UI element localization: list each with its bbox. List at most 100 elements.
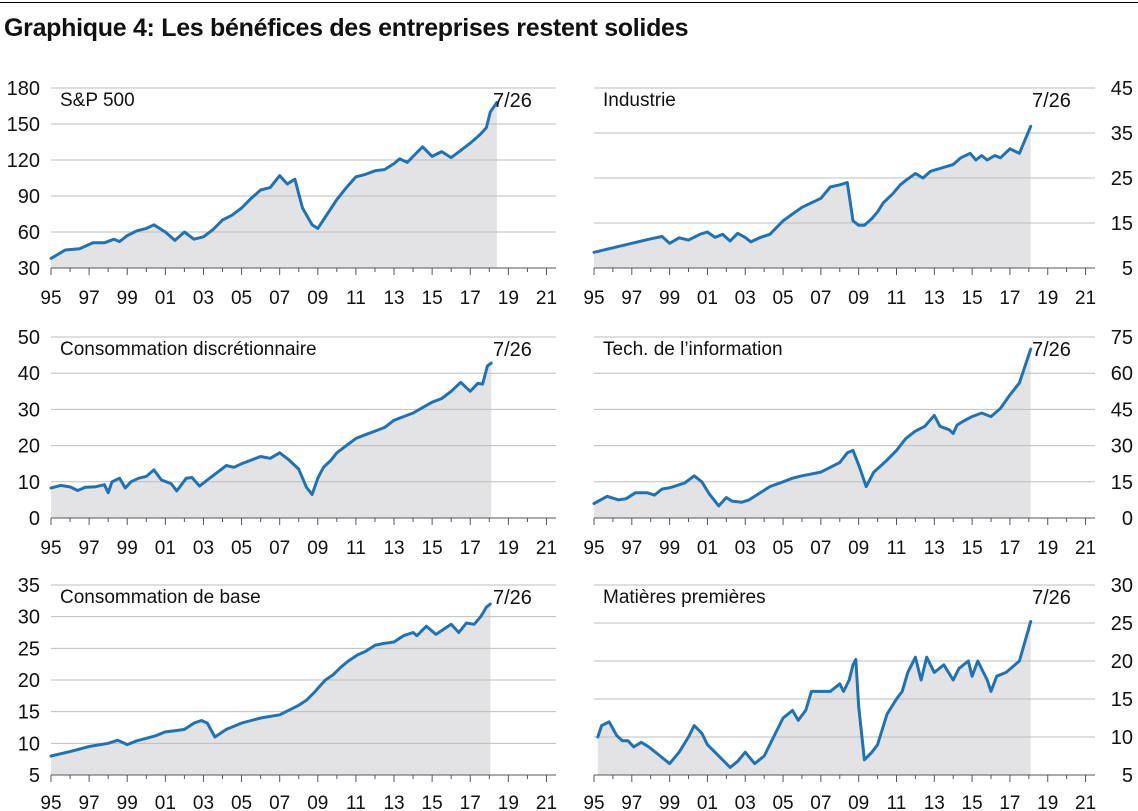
x-tick-label: 19 [498,538,519,559]
x-tick-label: 97 [79,538,100,559]
x-tick-label: 01 [697,538,718,559]
x-tick-label: 21 [536,288,557,309]
y-tick-label: 30 [1111,436,1133,458]
x-tick-label: 99 [117,793,138,811]
y-tick-label: 5 [1122,258,1133,280]
y-tick-label: 25 [18,638,40,660]
series-line [49,361,493,496]
x-tick-label: 11 [887,288,907,309]
x-tick-label: 99 [659,288,680,309]
y-tick-label: 30 [18,399,40,421]
y-tick-label: 5 [29,765,40,787]
x-tick-label: 95 [583,538,604,559]
chart-title: Industrie [603,90,676,111]
chart-consommation-de-base: 95 97 99 01 03 05 07 09 11 13 15 17 19 21 5 10 15 20 25 30 3… [18,575,557,811]
x-tick-label: 21 [1075,793,1096,811]
x-tick-label: 03 [735,793,756,811]
y-tick-label: 15 [1111,213,1133,235]
x-tick-label: 03 [735,538,756,559]
y-tick-label: 20 [18,670,40,692]
chart-title: Matières premières [603,587,766,608]
x-tick-label: 01 [697,793,718,811]
y-tick-label: 25 [1111,168,1133,190]
x-tick-label: 11 [346,793,366,811]
x-tick-label: 97 [621,793,642,811]
x-tick-label: 11 [887,538,907,559]
chart-consommation-discretionnaire: 95 97 99 01 03 05 07 09 11 13 15 17 19 21 0 10 20 30 40 50 C… [18,327,557,559]
chart-s-p-500: 95 97 99 01 03 05 07 09 11 13 15 17 19 21 30 60 90 120 150… [7,78,557,309]
x-tick-label: 21 [536,538,557,559]
y-tick-label: 0 [1122,508,1133,530]
x-tick-label: 19 [1037,538,1058,559]
y-tick-label: 15 [18,702,40,724]
x-tick-label: 19 [498,793,519,811]
y-tick-label: 35 [18,575,40,597]
top-rule [0,2,1138,3]
area-fill [597,621,1031,775]
x-tick-label: 15 [962,288,983,309]
x-tick-label: 05 [772,793,793,811]
x-tick-label: 21 [1075,538,1096,559]
page-title: Graphique 4: Les bénéfices des entrepris… [4,14,689,42]
y-tick-label: 120 [7,150,40,172]
y-tick-label: 150 [7,114,40,136]
x-tick-label: 09 [307,793,328,811]
chart-title: Consommation discrétionnaire [60,339,317,360]
x-tick-label: 13 [924,793,945,811]
x-tick-label: 17 [460,793,481,811]
x-tick-label: 03 [735,288,756,309]
x-tick-label: 09 [848,793,869,811]
area-fill [594,126,1031,268]
x-tick-label: 13 [924,288,945,309]
end-date-label: 7/26 [493,90,532,112]
y-tick-label: 90 [18,186,40,208]
x-tick-label: 17 [999,538,1020,559]
x-tick-label: 11 [346,538,366,559]
x-tick-label: 05 [772,288,793,309]
y-tick-label: 25 [1111,613,1133,635]
series-line [49,602,492,758]
x-tick-label: 17 [460,538,481,559]
x-tick-label: 09 [307,288,328,309]
area-fill [51,363,492,518]
y-tick-label: 15 [1111,689,1133,711]
x-tick-label: 99 [117,538,138,559]
x-tick-label: 03 [193,538,214,559]
x-tick-label: 19 [498,288,519,309]
chart-tech-de-l-information: 95 97 99 01 03 05 07 09 11 13 15 17 19 21 0 15 30 45 60 75 T… [583,327,1133,559]
x-tick-label: 13 [924,538,945,559]
x-tick-label: 01 [155,538,176,559]
x-tick-label: 97 [621,538,642,559]
end-date-label: 7/26 [493,339,532,361]
x-tick-label: 09 [307,538,328,559]
area-fill [51,604,491,775]
end-date-label: 7/26 [1032,90,1071,112]
x-tick-label: 07 [810,538,831,559]
x-tick-label: 05 [231,793,252,811]
y-tick-label: 45 [1111,399,1133,421]
x-tick-label: 01 [155,288,176,309]
x-tick-label: 07 [269,793,290,811]
x-tick-label: 99 [659,538,680,559]
y-tick-label: 35 [1111,123,1133,145]
x-tick-label: 05 [231,288,252,309]
x-tick-label: 07 [269,538,290,559]
x-tick-label: 21 [536,793,557,811]
x-tick-label: 05 [231,538,252,559]
series-line [49,100,499,260]
x-tick-label: 17 [999,288,1020,309]
x-tick-label: 95 [583,793,604,811]
chart-matieres-premieres: 95 97 99 01 03 05 07 09 11 13 15 17 19 21 5 10 15 20 25 30 M… [583,575,1133,811]
x-tick-label: 07 [810,793,831,811]
y-tick-label: 40 [18,363,40,385]
y-tick-label: 30 [18,607,40,629]
y-tick-label: 50 [18,327,40,349]
x-tick-label: 95 [40,793,61,811]
y-tick-label: 75 [1111,327,1133,349]
x-tick-label: 07 [269,288,290,309]
y-tick-label: 10 [1111,727,1133,749]
x-tick-label: 17 [999,793,1020,811]
x-tick-label: 03 [193,793,214,811]
series-line [592,347,1033,508]
